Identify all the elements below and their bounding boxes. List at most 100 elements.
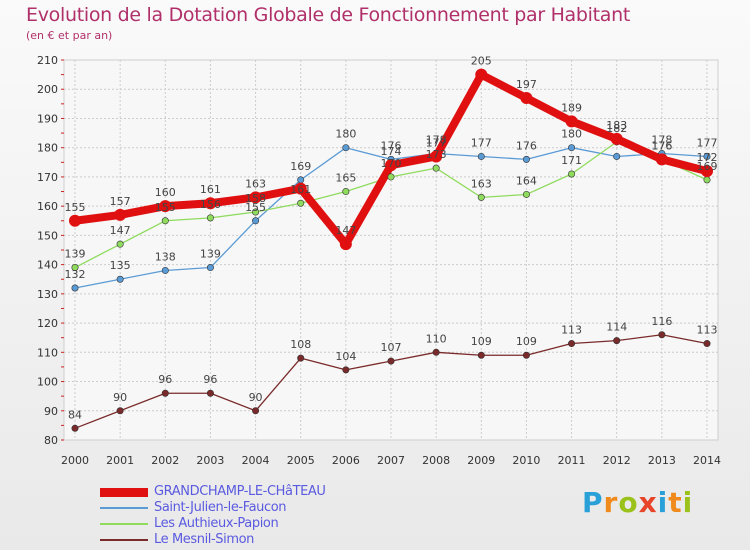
data-point: [71, 264, 79, 272]
data-label: 171: [561, 154, 582, 167]
data-point: [69, 214, 81, 227]
data-label: 176: [381, 139, 402, 152]
data-label: 160: [155, 186, 176, 199]
data-point: [658, 331, 666, 339]
data-point: [477, 351, 485, 359]
x-tick-label: 2004: [242, 454, 270, 467]
x-tick-label: 2001: [106, 454, 134, 467]
data-label: 164: [516, 174, 537, 187]
data-label: 155: [245, 201, 266, 214]
data-point: [71, 424, 79, 432]
data-label: 90: [113, 391, 127, 404]
data-label: 163: [471, 177, 492, 190]
grid-lines: [63, 59, 719, 441]
data-point: [475, 68, 488, 81]
data-point: [342, 366, 350, 374]
x-tick-label: 2008: [422, 454, 450, 467]
data-label: 182: [606, 122, 627, 135]
data-point: [565, 115, 578, 128]
data-label: 172: [697, 151, 718, 164]
data-point: [477, 152, 485, 160]
data-label: 110: [426, 332, 447, 345]
y-tick-label: 90: [44, 405, 58, 418]
chart-subtitle: (en € et par an): [26, 29, 113, 42]
data-point: [161, 266, 169, 274]
legend-label: GRANDCHAMP-LE-CHâTEAU: [154, 484, 326, 499]
data-label: 139: [200, 248, 221, 261]
data-label: 205: [471, 55, 492, 68]
data-label: 96: [158, 373, 172, 386]
data-label: 174: [381, 145, 402, 158]
data-point: [430, 150, 443, 163]
data-point: [522, 351, 530, 359]
data-label: 147: [110, 224, 131, 237]
data-label: 177: [697, 136, 718, 149]
x-tick-label: 2014: [693, 454, 721, 467]
data-point: [339, 238, 352, 251]
data-label: 169: [697, 160, 718, 173]
data-label: 178: [651, 134, 672, 147]
data-label: 161: [200, 183, 221, 196]
data-point: [342, 188, 350, 196]
data-label: 96: [203, 373, 217, 386]
data-label: 108: [290, 338, 311, 351]
data-label: 163: [245, 177, 266, 190]
legend-swatch: [100, 487, 148, 497]
x-tick-label: 2007: [377, 454, 405, 467]
data-point: [342, 144, 350, 152]
data-point: [297, 199, 305, 207]
data-point: [249, 191, 262, 204]
data-point: [71, 284, 79, 292]
data-point: [701, 165, 713, 178]
data-point: [252, 217, 260, 225]
x-tick-label: 2006: [332, 454, 360, 467]
legend-swatch: [100, 523, 148, 525]
data-label: 138: [155, 250, 176, 263]
data-label: 176: [516, 139, 537, 152]
x-tick-label: 2002: [151, 454, 179, 467]
data-point: [252, 208, 260, 216]
legend-item-mesnil: Le Mesnil-Simon: [100, 532, 326, 548]
data-label: 165: [335, 172, 356, 185]
data-label: 183: [606, 119, 627, 132]
data-label: 107: [381, 341, 402, 354]
data-label: 104: [335, 350, 356, 363]
data-label: 113: [697, 324, 718, 337]
data-point: [387, 173, 395, 181]
x-tick-label: 2010: [512, 454, 540, 467]
data-label: 157: [110, 195, 131, 208]
axes: 8090100110120130140150160170180190200210…: [37, 54, 721, 467]
y-tick-label: 190: [37, 112, 58, 125]
data-label: 158: [245, 192, 266, 205]
y-tick-label: 180: [37, 142, 58, 155]
x-tick-label: 2013: [648, 454, 676, 467]
y-tick-label: 150: [37, 229, 58, 242]
data-label: 161: [290, 183, 311, 196]
proxiti-logo: Proxiti: [582, 486, 694, 519]
data-point: [116, 275, 124, 283]
data-label: 173: [426, 148, 447, 161]
y-tick-label: 120: [37, 317, 58, 330]
data-point: [206, 214, 214, 222]
data-point: [206, 389, 214, 397]
legend-label: Le Mesnil-Simon: [154, 532, 255, 547]
data-point: [116, 240, 124, 248]
data-point: [613, 337, 621, 345]
data-label: 176: [651, 139, 672, 152]
data-point: [477, 193, 485, 201]
data-point: [161, 217, 169, 225]
data-label: 155: [155, 201, 176, 214]
x-tick-label: 2011: [558, 454, 586, 467]
data-label: 177: [471, 136, 492, 149]
data-label: 113: [561, 324, 582, 337]
data-point: [387, 357, 395, 365]
data-label: 197: [516, 78, 537, 91]
data-label: 116: [651, 315, 672, 328]
legend-swatch: [100, 507, 148, 509]
data-label: 84: [68, 408, 82, 421]
data-point: [568, 144, 576, 152]
data-label: 176: [651, 139, 672, 152]
data-label: 170: [381, 157, 402, 170]
data-label: 177: [426, 136, 447, 149]
